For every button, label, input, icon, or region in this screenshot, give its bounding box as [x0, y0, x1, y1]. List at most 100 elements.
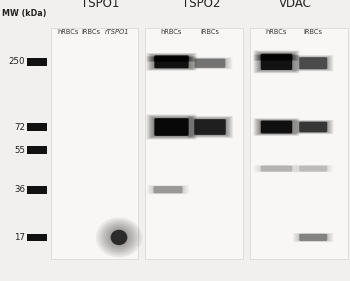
FancyBboxPatch shape — [148, 115, 195, 139]
Text: 36: 36 — [14, 185, 25, 194]
FancyBboxPatch shape — [261, 166, 292, 172]
Text: 55: 55 — [14, 146, 25, 155]
FancyBboxPatch shape — [146, 56, 197, 62]
FancyBboxPatch shape — [255, 55, 298, 61]
FancyBboxPatch shape — [149, 116, 194, 138]
FancyBboxPatch shape — [148, 53, 195, 70]
FancyBboxPatch shape — [261, 121, 292, 133]
FancyBboxPatch shape — [153, 186, 183, 193]
FancyBboxPatch shape — [146, 53, 197, 71]
FancyBboxPatch shape — [255, 51, 298, 73]
FancyBboxPatch shape — [146, 114, 197, 140]
FancyBboxPatch shape — [257, 55, 296, 60]
FancyBboxPatch shape — [188, 117, 232, 137]
FancyBboxPatch shape — [260, 55, 293, 60]
Text: VDAC: VDAC — [279, 0, 312, 10]
FancyBboxPatch shape — [295, 233, 331, 242]
FancyBboxPatch shape — [258, 53, 295, 71]
FancyBboxPatch shape — [154, 56, 189, 68]
Ellipse shape — [108, 227, 130, 248]
FancyBboxPatch shape — [260, 121, 293, 133]
Text: rTSPO1: rTSPO1 — [105, 29, 130, 35]
Text: 72: 72 — [14, 123, 25, 132]
FancyBboxPatch shape — [194, 119, 226, 135]
FancyBboxPatch shape — [294, 55, 332, 71]
FancyBboxPatch shape — [297, 234, 329, 241]
Bar — [27, 234, 47, 241]
FancyBboxPatch shape — [299, 122, 328, 132]
Text: hRBCs: hRBCs — [161, 29, 182, 35]
Ellipse shape — [103, 223, 135, 251]
FancyBboxPatch shape — [148, 56, 195, 62]
FancyBboxPatch shape — [299, 122, 327, 132]
Bar — [51, 28, 138, 259]
Text: iRBCs: iRBCs — [304, 29, 323, 35]
FancyBboxPatch shape — [154, 57, 189, 61]
FancyBboxPatch shape — [154, 56, 189, 62]
Text: 17: 17 — [14, 233, 25, 242]
FancyBboxPatch shape — [150, 54, 193, 69]
Text: iRBCs: iRBCs — [82, 29, 100, 35]
FancyBboxPatch shape — [298, 57, 329, 69]
Text: MW (kDa): MW (kDa) — [2, 9, 46, 18]
FancyBboxPatch shape — [299, 234, 327, 241]
Bar — [250, 28, 348, 259]
FancyBboxPatch shape — [295, 121, 331, 133]
Bar — [27, 186, 47, 194]
FancyBboxPatch shape — [260, 54, 293, 70]
Text: hRBCs: hRBCs — [57, 29, 79, 35]
Ellipse shape — [96, 217, 142, 257]
FancyBboxPatch shape — [189, 117, 231, 137]
FancyBboxPatch shape — [153, 55, 190, 69]
Text: hRBCs: hRBCs — [266, 29, 287, 35]
FancyBboxPatch shape — [256, 55, 297, 60]
FancyBboxPatch shape — [259, 120, 294, 134]
FancyBboxPatch shape — [253, 50, 300, 73]
FancyBboxPatch shape — [154, 118, 189, 136]
FancyBboxPatch shape — [299, 57, 328, 69]
FancyBboxPatch shape — [257, 119, 296, 135]
Bar — [27, 123, 47, 131]
FancyBboxPatch shape — [299, 57, 327, 69]
FancyBboxPatch shape — [257, 52, 296, 72]
FancyBboxPatch shape — [293, 120, 334, 134]
FancyBboxPatch shape — [297, 121, 329, 133]
FancyBboxPatch shape — [149, 54, 194, 70]
FancyBboxPatch shape — [150, 56, 193, 62]
FancyBboxPatch shape — [151, 55, 192, 69]
FancyBboxPatch shape — [255, 119, 298, 135]
FancyBboxPatch shape — [258, 120, 295, 134]
FancyBboxPatch shape — [294, 120, 332, 134]
Ellipse shape — [98, 219, 140, 255]
Text: iRBCs: iRBCs — [201, 29, 219, 35]
Ellipse shape — [106, 225, 132, 250]
FancyBboxPatch shape — [259, 55, 294, 60]
FancyBboxPatch shape — [299, 234, 328, 241]
FancyBboxPatch shape — [294, 233, 332, 242]
Text: TSPO2: TSPO2 — [182, 0, 220, 10]
FancyBboxPatch shape — [259, 53, 294, 71]
FancyBboxPatch shape — [153, 57, 190, 61]
FancyBboxPatch shape — [154, 118, 189, 136]
FancyBboxPatch shape — [297, 56, 329, 70]
FancyBboxPatch shape — [256, 119, 297, 135]
FancyBboxPatch shape — [191, 118, 229, 136]
FancyBboxPatch shape — [253, 55, 300, 61]
FancyBboxPatch shape — [293, 55, 334, 71]
FancyBboxPatch shape — [193, 119, 227, 135]
FancyBboxPatch shape — [298, 234, 329, 241]
FancyBboxPatch shape — [154, 55, 189, 68]
FancyBboxPatch shape — [296, 56, 330, 70]
Bar — [145, 28, 243, 259]
Bar — [27, 58, 47, 66]
FancyBboxPatch shape — [151, 117, 192, 137]
FancyBboxPatch shape — [261, 55, 292, 60]
FancyBboxPatch shape — [293, 233, 334, 242]
FancyBboxPatch shape — [295, 56, 331, 71]
FancyBboxPatch shape — [258, 55, 295, 60]
FancyBboxPatch shape — [256, 51, 297, 72]
Text: TSPO1: TSPO1 — [80, 0, 119, 10]
FancyBboxPatch shape — [150, 116, 193, 138]
Bar — [27, 146, 47, 154]
FancyBboxPatch shape — [195, 59, 225, 68]
